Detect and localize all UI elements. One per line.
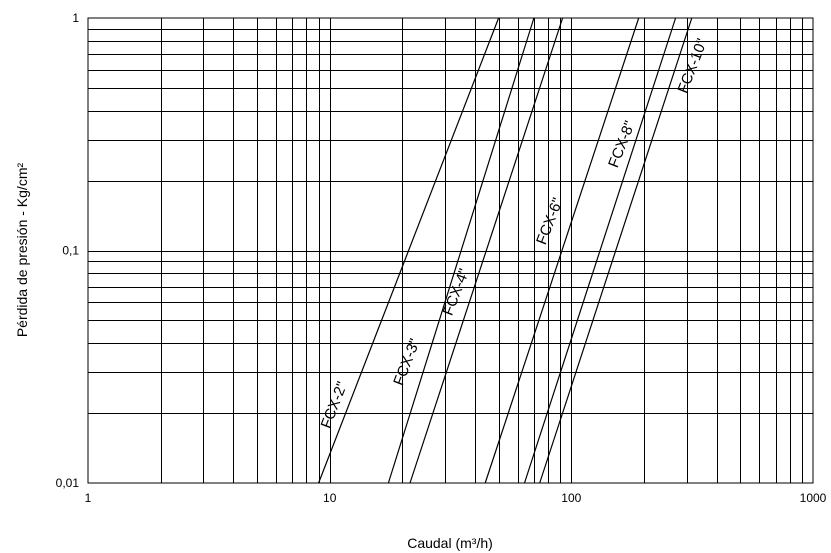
x-tick-label: 1 <box>85 491 92 505</box>
series-lines <box>318 17 693 484</box>
y-axis-title: Pérdida de presión - Kg/cm² <box>14 163 30 338</box>
series-line <box>318 17 500 484</box>
y-tick-label: 0,1 <box>62 244 79 258</box>
series-label: FCX-3" <box>390 336 423 388</box>
series-label: FCX-6" <box>533 196 566 248</box>
x-axis-title: Caudal (m³/h) <box>407 535 493 551</box>
series-label: FCX-8" <box>605 119 638 171</box>
series-line <box>484 17 640 484</box>
x-tick-labels: 1 10 100 1000 <box>85 491 827 505</box>
x-tick-label: 1000 <box>800 491 827 505</box>
x-tick-label: 10 <box>323 491 337 505</box>
series-line <box>409 17 564 484</box>
series-label: FCX-10" <box>674 36 710 95</box>
y-tick-label: 0,01 <box>56 476 80 490</box>
y-tick-label: 1 <box>72 11 79 25</box>
series-line <box>387 17 535 484</box>
series-label: FCX-2" <box>318 379 351 431</box>
series-line <box>523 17 677 484</box>
plot-frame <box>87 17 814 484</box>
grid <box>88 18 813 483</box>
series-line <box>539 17 693 484</box>
x-tick-label: 100 <box>561 491 581 505</box>
y-tick-labels: 0,01 0,1 1 <box>56 11 80 490</box>
series-labels: FCX-2" FCX-3" FCX-4" FCX-6" FCX-8" FCX-10" <box>318 36 711 431</box>
series-label: FCX-4" <box>440 266 473 318</box>
